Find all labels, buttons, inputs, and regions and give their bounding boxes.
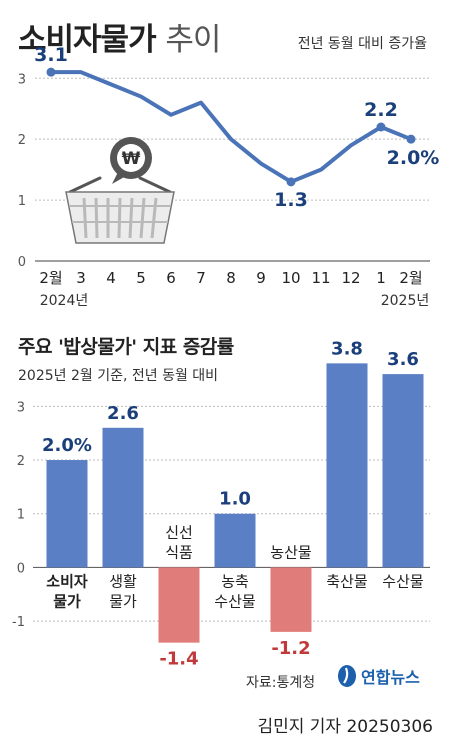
bar-category-label: 신선	[165, 523, 193, 541]
bar-rect	[102, 427, 144, 568]
bar-value-label: 3.8	[331, 338, 363, 359]
line-data-label: 2.2	[364, 99, 398, 121]
line-xtick-label: 1	[376, 269, 386, 287]
line-xtick-label: 8	[226, 269, 236, 287]
bar-rect	[382, 374, 424, 568]
bar-category-label: 생활	[109, 572, 137, 590]
line-data-point	[286, 177, 296, 187]
bar-value-label: 2.0%	[42, 435, 92, 456]
bar-ytick-label: 0	[17, 561, 25, 576]
bar-rect	[214, 513, 256, 568]
line-xtick-label: 12	[341, 269, 360, 287]
yonhap-logo: 연합뉴스	[336, 664, 420, 688]
bar-value-label: 3.6	[387, 349, 419, 370]
bar-category-label: 농축	[221, 572, 249, 590]
bar-category-label: 농산물	[270, 543, 311, 561]
line-chart-subtitle: 전년 동월 대비 증가율	[297, 36, 427, 52]
bar-value-label: 2.6	[107, 403, 139, 424]
line-data-label: 3.1	[34, 44, 68, 66]
line-data-point	[46, 67, 56, 77]
bar-category-label: 축산물	[326, 572, 367, 590]
source-note: 자료:통계청	[246, 675, 316, 691]
bar-category-label: 물가	[109, 592, 137, 610]
line-year-label: 2024년	[40, 293, 89, 309]
bar-ytick-label: 3	[17, 400, 25, 415]
line-data-point	[406, 134, 416, 144]
byline: 김민지 기자 20250306	[257, 717, 433, 737]
line-ytick-label: 3	[18, 72, 26, 87]
line-xtick-label: 6	[166, 269, 176, 287]
line-xtick-label: 11	[311, 269, 330, 287]
svg-text:₩: ₩	[122, 149, 141, 169]
line-xtick-label: 5	[136, 269, 146, 287]
bar-chart-subtitle: 2025년 2월 기준, 전년 동월 대비	[18, 368, 219, 384]
line-ytick-label: 1	[18, 194, 26, 209]
yonhap-logo-icon	[338, 665, 356, 687]
bar-category-label: 물가	[53, 592, 81, 610]
bar-category-label: 수산물	[382, 572, 423, 590]
logo-text: 연합뉴스	[361, 668, 420, 687]
line-ytick-label: 2	[18, 133, 26, 148]
page-title: 소비자물가 추이	[18, 14, 221, 59]
bar-ytick-label: 1	[17, 508, 25, 523]
line-xtick-label: 3	[76, 269, 86, 287]
bar-rect	[326, 363, 368, 568]
line-xtick-label: 2월	[39, 269, 62, 287]
title-bold: 소비자물가	[18, 22, 157, 58]
bar-ytick-label: 2	[17, 454, 25, 469]
line-xtick-label: 7	[196, 269, 206, 287]
bar-rect	[158, 567, 200, 643]
bar-category-label: 수산물	[214, 592, 255, 610]
title-light: 추이	[165, 22, 221, 58]
bar-rect	[46, 460, 88, 568]
bar-ytick-label: -1	[12, 615, 25, 630]
line-xtick-label: 2월	[399, 269, 422, 287]
bar-category-label: 식품	[165, 543, 193, 561]
line-series-path	[51, 70, 412, 184]
bar-chart-title: 주요 '밥상물가' 지표 증감률	[18, 336, 234, 358]
shopping-basket-won-icon: ₩	[65, 137, 175, 244]
bar-category-label: 소비자	[46, 572, 88, 590]
line-xtick-label: 10	[281, 269, 300, 287]
line-ytick-label: 0	[18, 255, 26, 270]
bar-value-label: -1.4	[159, 649, 198, 670]
line-xtick-label: 9	[256, 269, 266, 287]
bar-rect	[270, 567, 312, 632]
line-data-label: 2.0%	[387, 147, 440, 169]
line-data-label: 1.3	[274, 189, 308, 211]
bar-value-label: 1.0	[219, 489, 251, 510]
bar-value-label: -1.2	[271, 638, 310, 659]
line-xtick-label: 4	[106, 269, 116, 287]
line-data-point	[376, 122, 386, 132]
line-year-label: 2025년	[381, 293, 430, 309]
